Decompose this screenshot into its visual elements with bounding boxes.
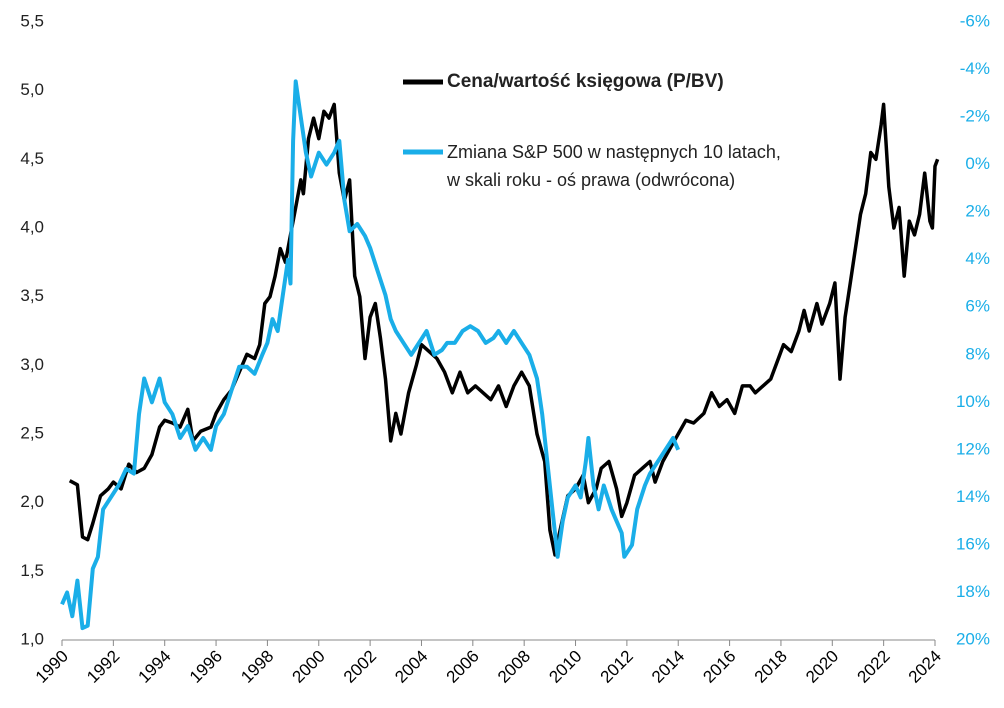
- x-tick-label: 2008: [494, 647, 534, 687]
- y2-tick-label: 6%: [965, 297, 990, 316]
- y2-tick-label: 14%: [956, 487, 990, 506]
- x-tick-label: 2024: [905, 647, 945, 687]
- x-tick-label: 2014: [648, 647, 688, 687]
- y2-tick-label: 10%: [956, 392, 990, 411]
- y2-tick-label: 12%: [956, 439, 990, 458]
- y2-tick-label: 20%: [956, 629, 990, 648]
- y2-tick-label: 4%: [965, 249, 990, 268]
- y2-tick-label: -4%: [960, 59, 990, 78]
- x-tick-label: 1998: [237, 647, 277, 687]
- x-tick-label: 1996: [186, 647, 226, 687]
- y2-tick-label: 0%: [965, 154, 990, 173]
- x-tick-label: 2002: [340, 647, 380, 687]
- x-tick-label: 2004: [391, 647, 431, 687]
- y2-tick-label: 16%: [956, 534, 990, 553]
- x-tick-label: 2006: [443, 647, 483, 687]
- y-tick-label: 3,5: [20, 286, 44, 305]
- y2-tick-label: 8%: [965, 344, 990, 363]
- x-tick-label: 1992: [83, 647, 123, 687]
- y-tick-label: 5,5: [20, 11, 44, 30]
- y2-tick-label: -2%: [960, 107, 990, 126]
- y2-tick-label: 18%: [956, 582, 990, 601]
- x-tick-label: 1994: [135, 647, 175, 687]
- y-tick-label: 4,5: [20, 149, 44, 168]
- x-tick-label: 2010: [545, 647, 585, 687]
- legend-label: Cena/wartość księgowa (P/BV): [447, 71, 724, 92]
- y2-tick-label: -6%: [960, 11, 990, 30]
- x-tick-label: 2018: [751, 647, 791, 687]
- x-tick-label: 2000: [289, 647, 329, 687]
- y-tick-label: 1,0: [20, 629, 44, 648]
- y-tick-label: 2,5: [20, 423, 44, 442]
- y-tick-label: 4,0: [20, 217, 44, 236]
- x-tick-label: 2022: [853, 647, 893, 687]
- y-tick-label: 2,0: [20, 492, 44, 511]
- legend-label: Zmiana S&P 500 w następnych 10 latach, w…: [447, 142, 781, 190]
- x-tick-label: 2012: [597, 647, 637, 687]
- y-tick-label: 5,0: [20, 80, 44, 99]
- y-tick-label: 1,5: [20, 561, 44, 580]
- x-tick-label: 1990: [32, 647, 72, 687]
- x-tick-label: 2016: [699, 647, 739, 687]
- y-tick-label: 3,0: [20, 355, 44, 374]
- series-line: [60, 79, 681, 631]
- x-tick-label: 2020: [802, 647, 842, 687]
- y2-tick-label: 2%: [965, 202, 990, 221]
